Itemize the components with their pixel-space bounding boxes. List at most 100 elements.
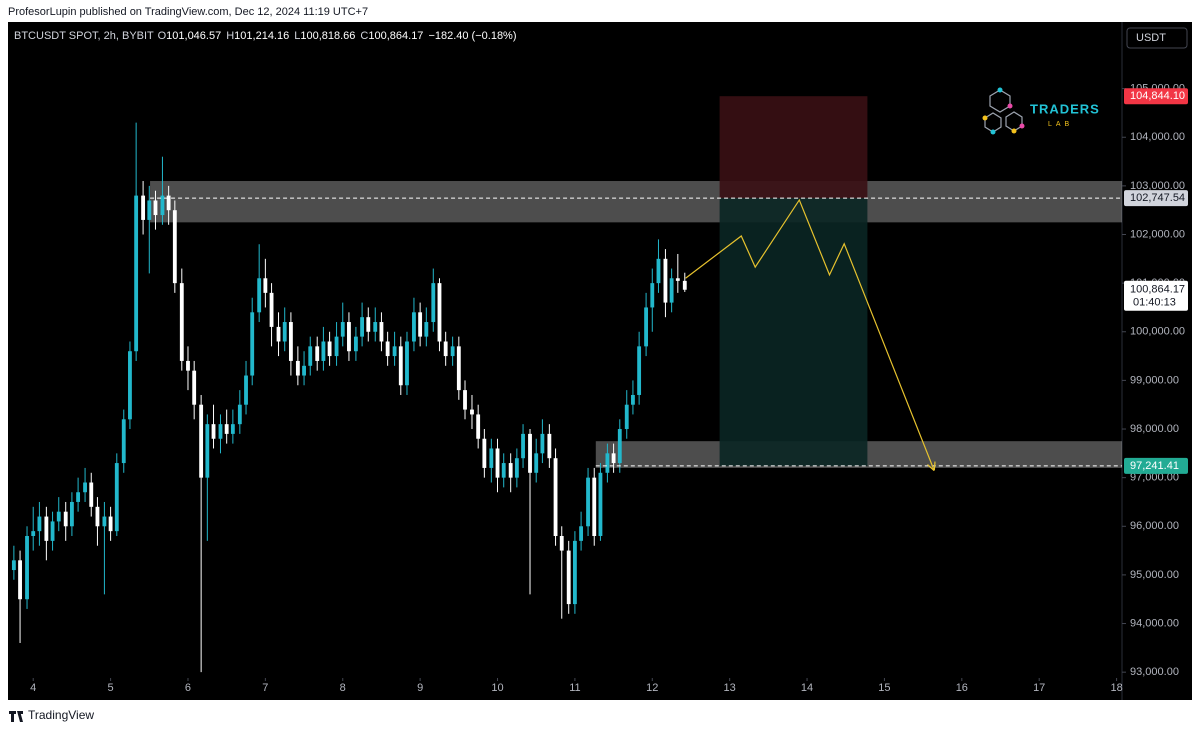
candle-body [424, 322, 429, 337]
candle-body [443, 341, 448, 357]
candle-body [463, 390, 467, 410]
candle-body [288, 322, 293, 361]
candle-body [385, 341, 390, 357]
candle-body [450, 346, 455, 357]
y-tick-label: 98,000.00 [1130, 423, 1179, 435]
candle-body [308, 346, 313, 366]
x-tick-label: 4 [30, 682, 36, 694]
candle-body [521, 433, 525, 459]
candle-body [172, 210, 177, 284]
candle-body [302, 365, 306, 376]
ohlc-value: 100,818.66 [300, 30, 355, 42]
candle-body [44, 516, 49, 541]
candle-body [431, 283, 436, 323]
y-tick-label: 94,000.00 [1130, 617, 1179, 629]
ohlc-key: H [226, 30, 234, 42]
candle-body [276, 326, 281, 342]
candle-body [199, 404, 204, 478]
entry-price: 102,747.54 [1130, 192, 1185, 204]
y-tick-label: 96,000.00 [1130, 520, 1179, 532]
candle-body [18, 560, 22, 600]
candle-body [405, 341, 409, 386]
published-note: ProfesorLupin published on TradingView.c… [8, 6, 368, 18]
symbol: BTCUSDT SPOT, 2h, BYBIT [14, 30, 154, 42]
target-price: 97,241.41 [1130, 460, 1179, 472]
candle-body [160, 195, 165, 216]
x-tick-label: 18 [1110, 682, 1122, 694]
candle-body [76, 492, 81, 502]
candle-body [315, 346, 320, 361]
candle-body [586, 477, 590, 527]
ohlc-value: 101,214.16 [234, 30, 289, 42]
candle-body [379, 322, 384, 342]
candle-body [495, 448, 500, 478]
candle-body [25, 536, 29, 600]
stop-price-box [1124, 88, 1188, 105]
candle-body [366, 317, 371, 332]
x-tick-label: 13 [724, 682, 736, 694]
candle-body [37, 516, 42, 532]
candle-body [114, 463, 119, 532]
candle-body [282, 322, 287, 342]
candle-body [637, 346, 642, 395]
x-tick-label: 6 [185, 682, 191, 694]
candle-body [269, 292, 274, 327]
candle-body [166, 195, 171, 211]
candle-body [263, 278, 268, 293]
candle-body [572, 540, 577, 605]
candle-body [340, 322, 345, 337]
support-resistance-zone [150, 181, 1122, 223]
candle-body [230, 424, 235, 434]
candle-body [211, 424, 216, 439]
y-tick-label: 97,000.00 [1130, 472, 1179, 484]
candle-body [534, 453, 539, 473]
candle-body [470, 409, 474, 415]
candle-body [147, 200, 152, 220]
candle-body [631, 394, 635, 405]
candle-body [141, 195, 146, 220]
ohlc-value: 100,864.17 [368, 30, 423, 42]
candle-body [392, 346, 397, 357]
candle-body [327, 341, 332, 357]
ohlc-key: C [360, 30, 368, 42]
candle-body [108, 516, 113, 532]
candle-body [489, 448, 494, 468]
watermark-subtitle: LAB [1048, 121, 1073, 128]
projection-path [685, 198, 934, 470]
last-price: 100,864.17 [1130, 284, 1185, 296]
candle-body [295, 360, 300, 376]
ohlc-key: L [294, 30, 300, 42]
candle-body [83, 482, 87, 493]
candle-body [31, 531, 36, 537]
y-tick-label: 102,000.00 [1130, 228, 1185, 240]
x-tick-label: 12 [646, 682, 658, 694]
candle-body [373, 322, 378, 332]
y-tick-label: 103,000.00 [1130, 180, 1185, 192]
candle-body [528, 433, 532, 473]
candle-body [547, 433, 552, 459]
candle-body [56, 511, 61, 522]
y-tick-label: 93,000.00 [1130, 666, 1179, 678]
x-tick-label: 9 [417, 682, 423, 694]
candle-body [121, 419, 126, 464]
symbol-legend: BTCUSDT SPOT, 2h, BYBIT O101,046.57 H101,2… [14, 30, 517, 42]
ohlc-value: 101,046.57 [166, 30, 221, 42]
last-price-box [1124, 280, 1188, 311]
currency-button[interactable] [1126, 27, 1188, 49]
currency[interactable]: USDT [1136, 32, 1166, 44]
x-tick-label: 8 [340, 682, 346, 694]
entry-price-box [1124, 190, 1188, 207]
candle-body [192, 370, 197, 405]
x-tick-label: 11 [569, 682, 580, 694]
ohlc-key: O [158, 30, 167, 42]
candle-body [476, 414, 481, 439]
target-price-box [1124, 457, 1188, 474]
candle-body [244, 375, 248, 405]
candle-body [437, 283, 442, 342]
candle-body [186, 360, 190, 371]
candle-body [592, 477, 597, 537]
y-tick-label: 99,000.00 [1130, 374, 1179, 386]
candle-body [650, 283, 655, 308]
